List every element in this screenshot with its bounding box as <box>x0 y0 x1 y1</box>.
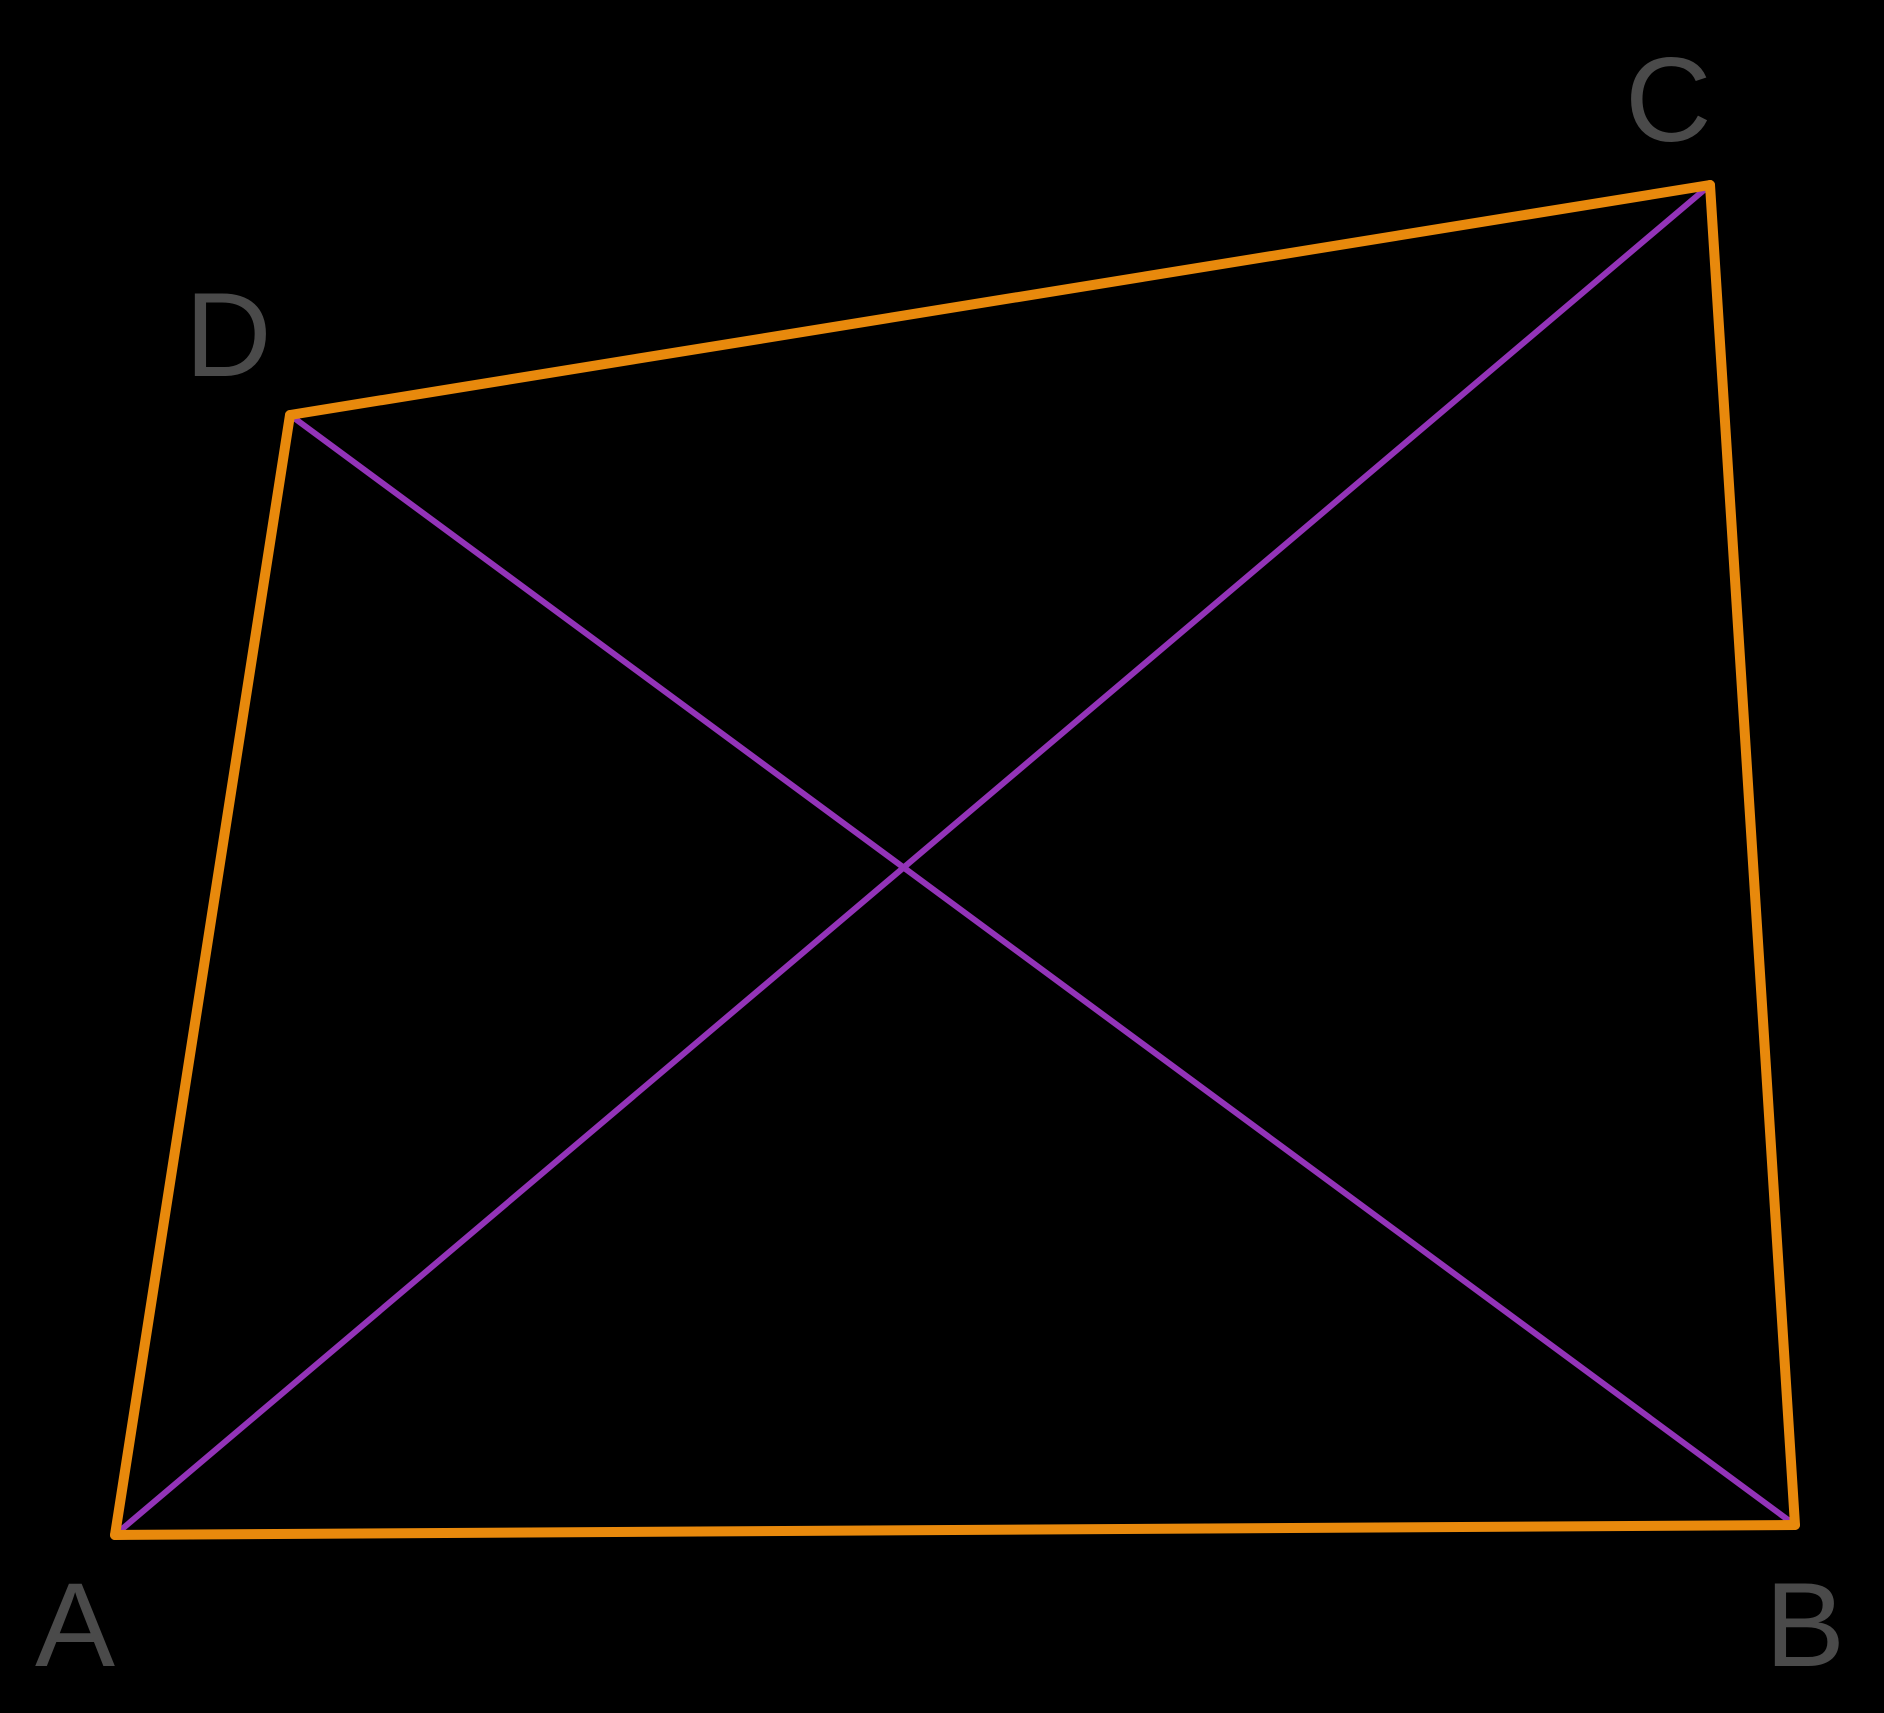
vertex-label-a: A <box>35 1565 115 1685</box>
vertex-label-d: D <box>185 275 272 395</box>
diagonal-bd <box>290 415 1795 1525</box>
vertex-label-b: B <box>1765 1565 1845 1685</box>
sides-group <box>115 185 1795 1535</box>
quadrilateral-diagram: A B C D <box>0 0 1884 1713</box>
diagonal-ac <box>115 185 1710 1535</box>
diagonals-group <box>115 185 1795 1535</box>
side-cd <box>290 185 1710 415</box>
side-bc <box>1710 185 1795 1525</box>
diagram-svg <box>0 0 1884 1713</box>
side-ab <box>115 1525 1795 1535</box>
side-da <box>115 415 290 1535</box>
vertex-label-c: C <box>1625 40 1712 160</box>
